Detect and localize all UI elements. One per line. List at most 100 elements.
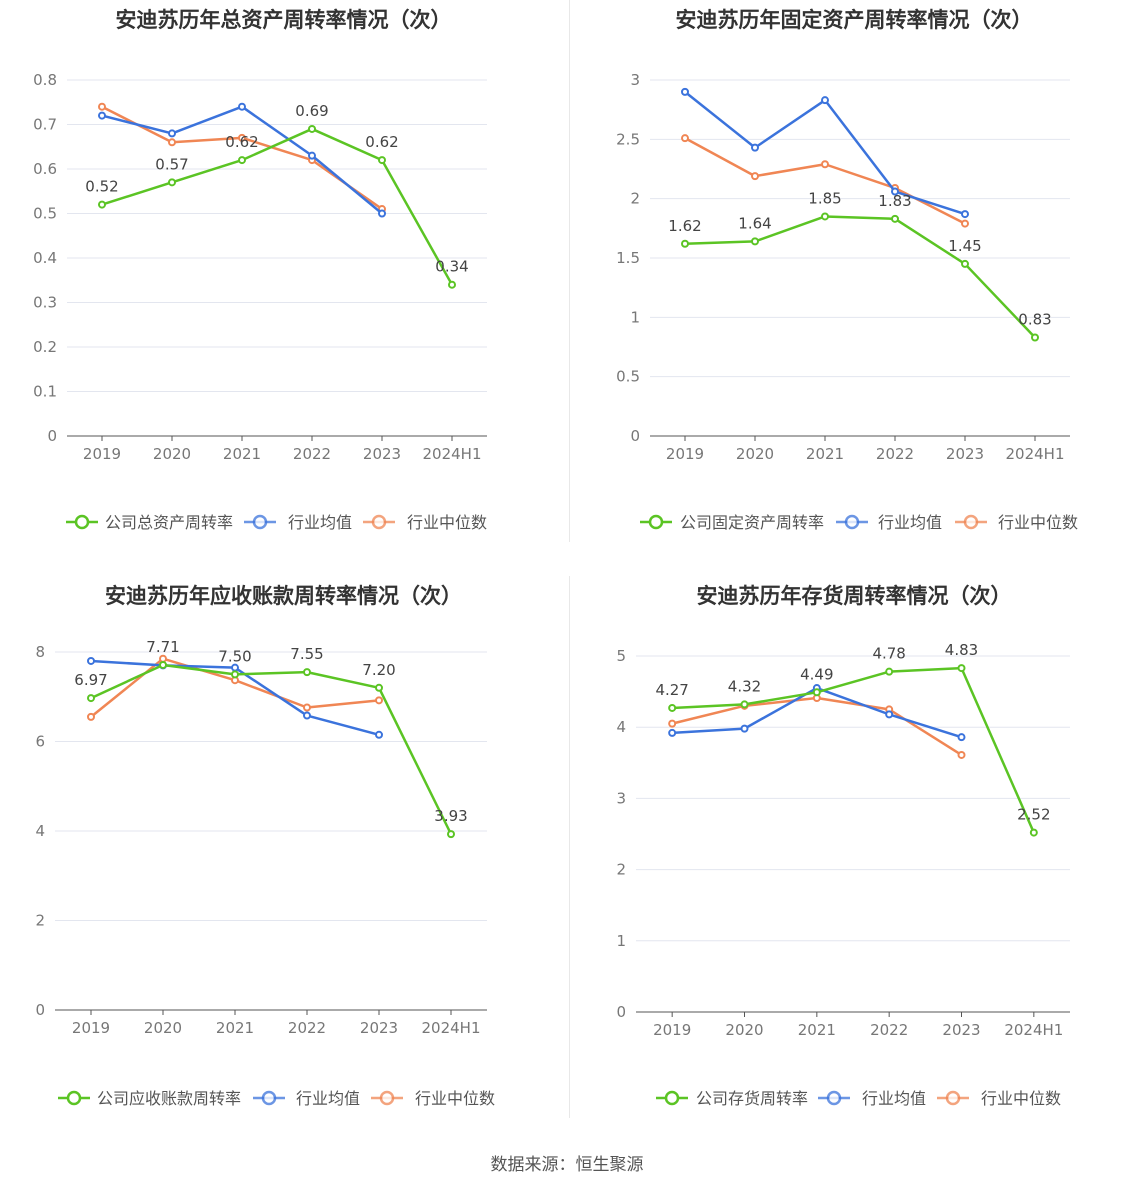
data-point <box>740 724 749 733</box>
y-tick-label: 0.4 <box>33 249 57 267</box>
data-point <box>891 214 899 223</box>
data-point <box>308 124 316 133</box>
y-tick-label: 0 <box>616 1003 626 1021</box>
data-point <box>961 219 969 228</box>
legend-label: 公司固定资产周转率 <box>680 513 824 532</box>
x-tick-label: 2019 <box>72 1019 110 1037</box>
x-tick-label: 2022 <box>293 445 331 463</box>
data-point <box>375 683 383 692</box>
data-point <box>159 654 167 663</box>
data-point <box>961 210 969 219</box>
legend-label: 行业中位数 <box>415 1089 495 1108</box>
data-label: 4.78 <box>872 645 905 663</box>
chart-receivables-turnover: 安迪苏历年应收账款周转率情况（次） 0 2 4 6 8 2019 2020 2021 2022 2… <box>0 576 567 1136</box>
x-tick-label: 2024H1 <box>1006 445 1065 463</box>
data-label: 4.27 <box>655 681 688 699</box>
x-tick-label: 2021 <box>223 445 261 463</box>
data-point <box>87 712 95 721</box>
legend-label: 公司存货周转率 <box>696 1089 808 1108</box>
data-point <box>168 138 176 147</box>
line-chart: 0 1 2 3 4 5 2019 2020 2021 2022 2023 2024H1 4.27 4.32… <box>616 641 1070 1108</box>
data-point <box>885 710 894 719</box>
legend-item: 行业中位数 <box>937 1089 1061 1108</box>
data-point <box>378 156 386 165</box>
y-tick-label: 5 <box>616 647 626 665</box>
data-point <box>1031 333 1039 342</box>
data-point <box>98 111 106 120</box>
data-point <box>303 703 311 712</box>
x-tick-label: 2019 <box>666 445 704 463</box>
data-point <box>378 209 386 218</box>
data-point <box>751 237 759 246</box>
x-tick-label: 2020 <box>153 445 191 463</box>
x-tick-label: 2020 <box>144 1019 182 1037</box>
legend-label: 行业均值 <box>296 1089 360 1108</box>
data-point <box>375 696 383 705</box>
data-point <box>885 667 894 676</box>
data-point <box>231 670 239 679</box>
y-tick-label: 0 <box>47 427 57 445</box>
x-tick-label: 2021 <box>806 445 844 463</box>
x-tick-label: 2021 <box>798 1021 836 1039</box>
y-tick-label: 1 <box>616 932 626 950</box>
data-label: 0.69 <box>295 102 328 120</box>
legend-item: 行业中位数 <box>363 513 487 532</box>
y-tick-label: 2 <box>616 861 626 879</box>
legend-label: 行业中位数 <box>981 1089 1061 1108</box>
x-tick-label: 2020 <box>736 445 774 463</box>
data-point <box>821 96 829 105</box>
chart-fixed-asset-turnover: 安迪苏历年固定资产周转率情况（次） 0 0.5 1 1.5 2 2.5 3 2019 2020 2… <box>574 0 1134 560</box>
y-tick-label: 0.2 <box>33 338 57 356</box>
data-point <box>303 668 311 677</box>
company-line <box>101 127 454 286</box>
data-label: 7.55 <box>290 645 323 663</box>
data-point <box>447 830 455 839</box>
chart-title: 安迪苏历年固定资产周转率情况（次） <box>675 8 1033 32</box>
data-point <box>238 102 246 111</box>
y-tick-label: 0 <box>35 1001 45 1019</box>
data-point <box>821 212 829 221</box>
data-label: 4.83 <box>945 641 978 659</box>
x-tick-label: 2022 <box>870 1021 908 1039</box>
x-tick-label: 2019 <box>653 1021 691 1039</box>
legend-item: 公司总资产周转率 <box>66 513 233 532</box>
x-tick-label: 2022 <box>876 445 914 463</box>
y-tick-label: 0 <box>630 427 640 445</box>
data-point <box>891 187 899 196</box>
legend-item: 行业均值 <box>253 1089 360 1108</box>
line-chart: 0 0.5 1 1.5 2 2.5 3 2019 2020 2021 2022 2023 2024H1 1… <box>616 71 1078 532</box>
y-tick-label: 1.5 <box>616 249 640 267</box>
data-label: 7.50 <box>218 647 251 665</box>
data-point <box>681 134 689 143</box>
legend-marker <box>945 1090 961 1106</box>
legend-marker <box>826 1090 842 1106</box>
data-point <box>448 280 456 289</box>
data-point <box>681 239 689 248</box>
legend-marker <box>648 514 664 530</box>
y-tick-label: 4 <box>616 718 626 736</box>
data-point <box>238 156 246 165</box>
legend-marker <box>963 514 979 530</box>
y-tick-label: 8 <box>35 643 45 661</box>
legend-marker <box>66 1090 82 1106</box>
legend-label: 公司总资产周转率 <box>105 513 233 532</box>
legend-label: 行业均值 <box>288 513 352 532</box>
data-point <box>957 750 966 759</box>
company-line <box>684 215 1036 339</box>
legend-marker <box>664 1090 680 1106</box>
x-tick-label: 2024H1 <box>423 445 482 463</box>
y-tick-label: 0.7 <box>33 116 57 134</box>
data-source: 数据来源：恒生聚源 <box>490 1155 644 1175</box>
data-point <box>740 700 749 709</box>
panel-divider <box>569 576 570 1118</box>
data-label: 1.85 <box>808 189 841 207</box>
y-tick-label: 3 <box>616 789 626 807</box>
data-point <box>681 87 689 96</box>
data-point <box>168 178 176 187</box>
chart-title: 安迪苏历年总资产周转率情况（次） <box>115 8 452 32</box>
data-point <box>87 694 95 703</box>
legend-marker <box>371 514 387 530</box>
legend-item: 公司应收账款周转率 <box>58 1089 241 1108</box>
data-label: 0.52 <box>85 178 118 196</box>
y-tick-label: 0.3 <box>33 294 57 312</box>
